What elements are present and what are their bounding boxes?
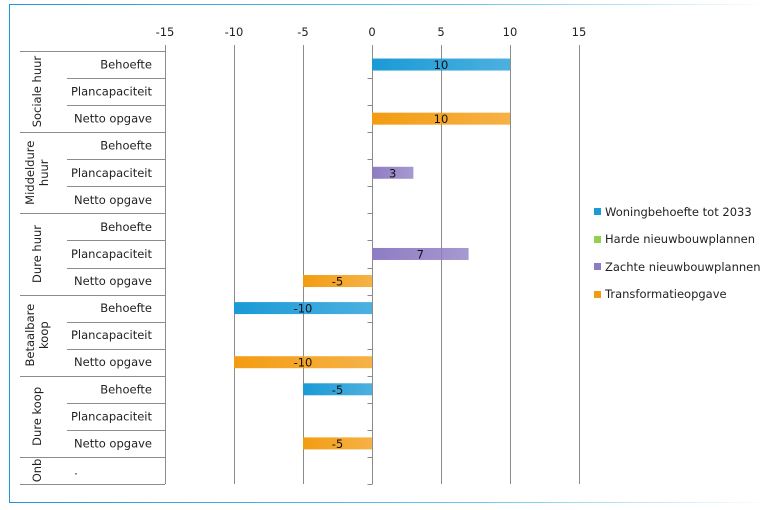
data-label: -10 bbox=[294, 302, 313, 316]
x-tick-label: 15 bbox=[572, 25, 587, 39]
category-group-label: Betaalbare bbox=[23, 304, 37, 367]
bar bbox=[372, 166, 414, 179]
legend-label: Woningbehoefte tot 2033 bbox=[605, 204, 752, 219]
category-group-label: Middeldure bbox=[23, 141, 37, 205]
chart-frame-top bbox=[9, 4, 769, 5]
chart-frame-bottom bbox=[9, 502, 769, 503]
category-group-label: Dure koop bbox=[30, 387, 44, 446]
category-row-label: Plancapaciteit bbox=[71, 166, 152, 180]
category-row-label: Behoefte bbox=[100, 58, 152, 72]
legend-item: Woningbehoefte tot 2033 bbox=[594, 198, 761, 226]
category-group-label: koop bbox=[37, 321, 51, 349]
category-row-label: Plancapaciteit bbox=[71, 85, 152, 99]
category-group-label: huur bbox=[37, 159, 51, 186]
category-row-label: . bbox=[74, 463, 78, 477]
bar bbox=[303, 275, 372, 288]
legend-swatch-icon bbox=[594, 263, 601, 271]
category-row-label: Behoefte bbox=[100, 382, 152, 396]
bar bbox=[372, 112, 510, 125]
category-row-label: Behoefte bbox=[100, 220, 152, 234]
data-label: -5 bbox=[332, 437, 343, 451]
category-row-label: Netto opgave bbox=[74, 355, 152, 369]
category-group-label: Sociale huur bbox=[30, 56, 44, 128]
category-row-label: Netto opgave bbox=[74, 112, 152, 126]
x-tick-label: 0 bbox=[368, 25, 375, 39]
x-tick-label: 10 bbox=[503, 25, 518, 39]
category-row-label: Behoefte bbox=[100, 139, 152, 153]
category-row-label: Plancapaciteit bbox=[71, 328, 152, 342]
bar bbox=[303, 437, 372, 450]
bar bbox=[303, 383, 372, 396]
legend-swatch-icon bbox=[594, 235, 601, 243]
x-tick-label: -15 bbox=[156, 25, 175, 39]
category-row-label: Plancapaciteit bbox=[71, 409, 152, 423]
category-row-label: Netto opgave bbox=[74, 436, 152, 450]
bar bbox=[234, 356, 372, 369]
legend-swatch-icon bbox=[594, 290, 601, 298]
legend-item: Transformatieopgave bbox=[594, 281, 761, 309]
x-tick-label: -5 bbox=[297, 25, 308, 39]
data-label: -5 bbox=[332, 275, 343, 289]
legend-label: Transformatieopgave bbox=[605, 287, 727, 302]
legend-label: Zachte nieuwbouwplannen bbox=[605, 259, 761, 274]
x-tick-label: -10 bbox=[225, 25, 244, 39]
data-label: 10 bbox=[434, 112, 449, 126]
data-label: 10 bbox=[434, 58, 449, 72]
data-label: -10 bbox=[294, 356, 313, 370]
data-label: 3 bbox=[389, 166, 396, 180]
category-row-label: Plancapaciteit bbox=[71, 247, 152, 261]
legend: Woningbehoefte tot 2033 Harde nieuwbouwpl… bbox=[594, 198, 761, 308]
category-group-label: Onb bbox=[30, 459, 44, 483]
legend-item: Zachte nieuwbouwplannen bbox=[594, 253, 761, 281]
x-tick-label: 5 bbox=[437, 25, 444, 39]
category-row-label: Netto opgave bbox=[74, 274, 152, 288]
legend-swatch-icon bbox=[594, 208, 601, 216]
bar bbox=[372, 247, 469, 260]
category-row-label: Behoefte bbox=[100, 301, 152, 315]
category-group-label: Dure huur bbox=[30, 225, 44, 283]
data-label: -5 bbox=[332, 383, 343, 397]
bar bbox=[372, 58, 510, 71]
legend-item: Harde nieuwbouwplannen bbox=[594, 226, 761, 254]
bar bbox=[234, 302, 372, 315]
chart-frame-left bbox=[9, 4, 10, 503]
data-label: 7 bbox=[417, 247, 424, 261]
legend-label: Harde nieuwbouwplannen bbox=[605, 232, 756, 247]
category-row-label: Netto opgave bbox=[74, 193, 152, 207]
